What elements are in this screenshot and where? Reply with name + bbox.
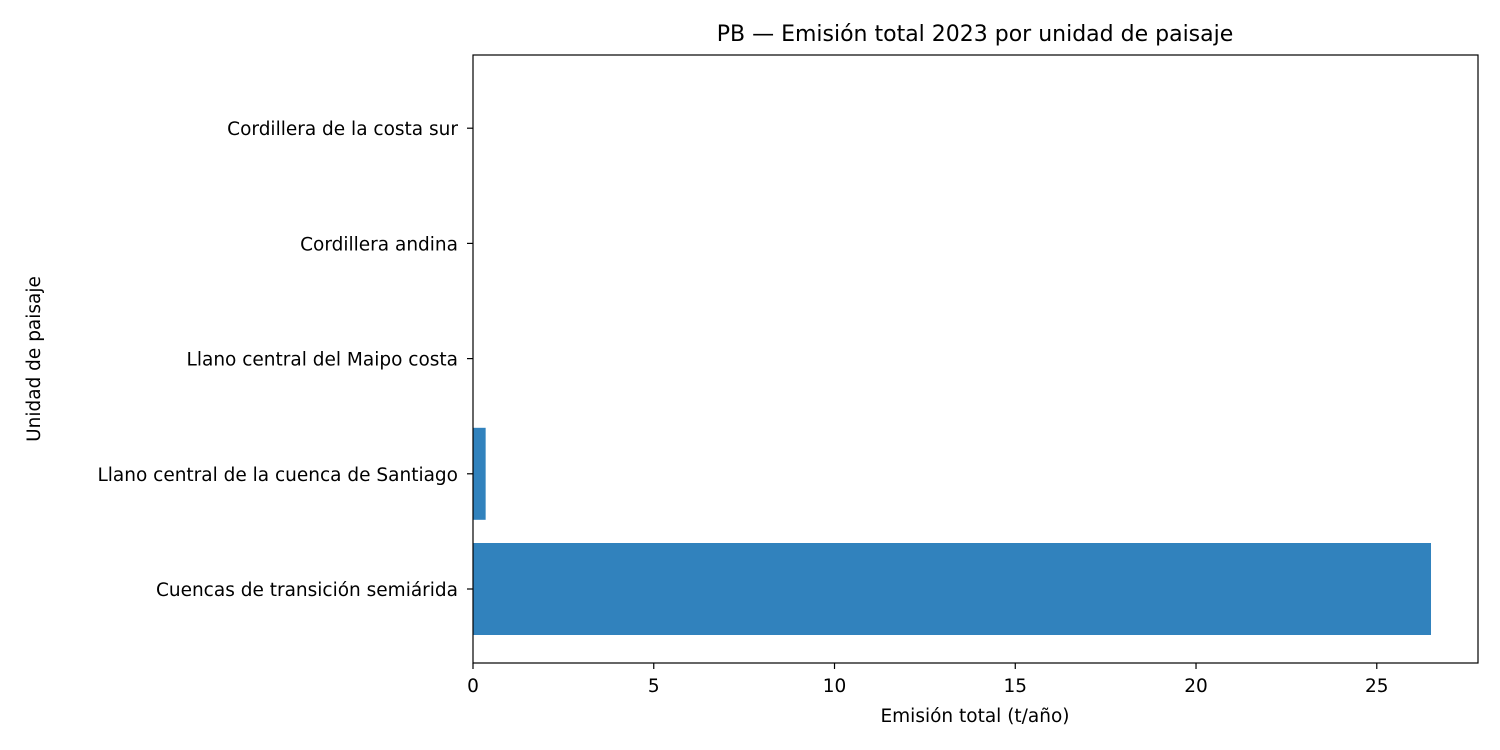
x-tick-label: 0	[467, 676, 479, 697]
y-tick-label: Cuencas de transición semiárida	[156, 580, 458, 601]
x-tick-label: 25	[1365, 676, 1389, 697]
x-tick-label: 5	[648, 676, 660, 697]
x-tick-label: 10	[823, 676, 847, 697]
y-axis-label: Unidad de paisaje	[24, 276, 45, 442]
x-tick-label: 15	[1003, 676, 1027, 697]
y-tick-label: Llano central de la cuenca de Santiago	[97, 465, 458, 486]
x-tick-label: 20	[1184, 676, 1208, 697]
chart-title: PB — Emisión total 2023 por unidad de pa…	[717, 22, 1234, 47]
x-ticks: 0 5 10 15 20 25	[467, 663, 1389, 697]
x-axis-label: Emisión total (t/año)	[880, 706, 1069, 727]
bars-group	[473, 312, 1432, 635]
bar	[473, 427, 486, 520]
y-ticks: Cuencas de transición semiárida Llano cen…	[97, 119, 473, 601]
bar	[473, 543, 1432, 635]
y-tick-label: Llano central del Maipo costa	[187, 350, 458, 371]
y-tick-label: Cordillera de la costa sur	[227, 119, 458, 140]
y-tick-label: Cordillera andina	[300, 234, 458, 255]
plot-frame	[472, 54, 1479, 664]
